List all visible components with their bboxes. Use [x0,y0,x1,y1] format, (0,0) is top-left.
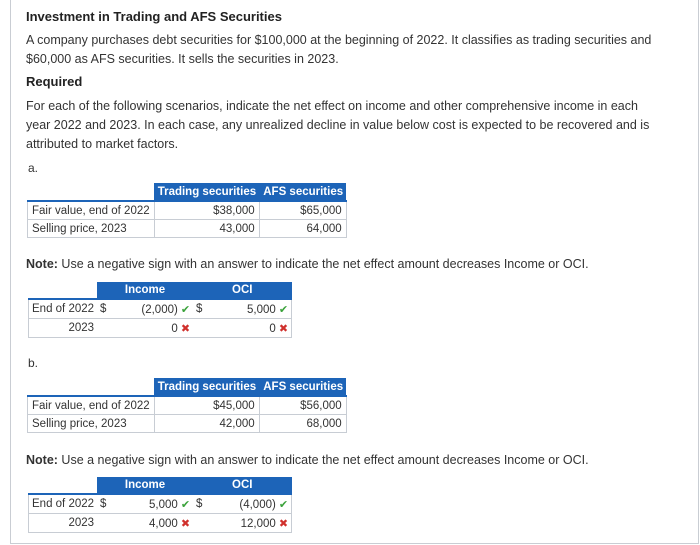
check-icon: ✔ [180,498,191,511]
col-afs: AFS securities [259,378,347,396]
income-input[interactable]: (2,000) [141,303,178,316]
table-row: End of 2022 $ 5,000 ✔ $ (4,000) ✔ [28,493,293,514]
scenario-a-label: a. [28,161,39,175]
col-afs: AFS securities [259,183,347,201]
page-title: Investment in Trading and AFS Securities [26,9,282,24]
table-row: Selling price, 2023 42,000 68,000 [27,414,347,433]
col-oci: OCI [193,477,292,494]
scenario-b-label: b. [28,356,39,370]
income-input[interactable]: 0 [171,322,178,335]
content-frame [10,0,699,544]
intro-paragraph: A company purchases debt securities for … [26,33,652,66]
oci-input[interactable]: 0 [269,322,276,335]
x-icon: ✖ [180,517,191,530]
income-input[interactable]: 4,000 [149,517,178,530]
oci-input[interactable]: 12,000 [240,517,276,530]
scenario-a-data-table: Trading securities AFS securities Fair v… [27,183,347,238]
col-income: Income [97,477,194,494]
check-icon: ✔ [180,303,191,316]
oci-input[interactable]: (4,000) [239,498,276,511]
x-icon: ✖ [180,322,191,335]
table-row: 2023 0 ✖ 0 ✖ [28,318,293,338]
x-icon: ✖ [278,322,289,335]
col-trading: Trading securities [154,183,260,201]
income-input[interactable]: 5,000 [149,498,178,511]
scenario-b-data-table: Trading securities AFS securities Fair v… [27,378,347,433]
table-row: End of 2022 $ (2,000) ✔ $ 5,000 ✔ [28,298,293,319]
oci-input[interactable]: 5,000 [247,303,276,316]
x-icon: ✖ [278,517,289,530]
col-trading: Trading securities [154,378,260,396]
table-row: 2023 4,000 ✖ 12,000 ✖ [28,513,293,533]
check-icon: ✔ [278,498,289,511]
scenario-a-answer-table: Income OCI End of 2022 $ (2,000) ✔ $ 5,00… [28,282,293,338]
table-row: Selling price, 2023 43,000 64,000 [27,219,347,238]
note-b: Note: Use a negative sign with an answer… [26,453,589,467]
required-paragraph: For each of the following scenarios, ind… [26,99,650,151]
required-heading: Required [26,74,83,89]
scenario-b-answer-table: Income OCI End of 2022 $ 5,000 ✔ $ (4,000… [28,477,293,533]
note-a: Note: Use a negative sign with an answer… [26,257,589,271]
table-row: Fair value, end of 2022 $45,000 $56,000 [27,395,347,415]
check-icon: ✔ [278,303,289,316]
table-row: Fair value, end of 2022 $38,000 $65,000 [27,200,347,220]
col-income: Income [97,282,194,299]
col-oci: OCI [193,282,292,299]
